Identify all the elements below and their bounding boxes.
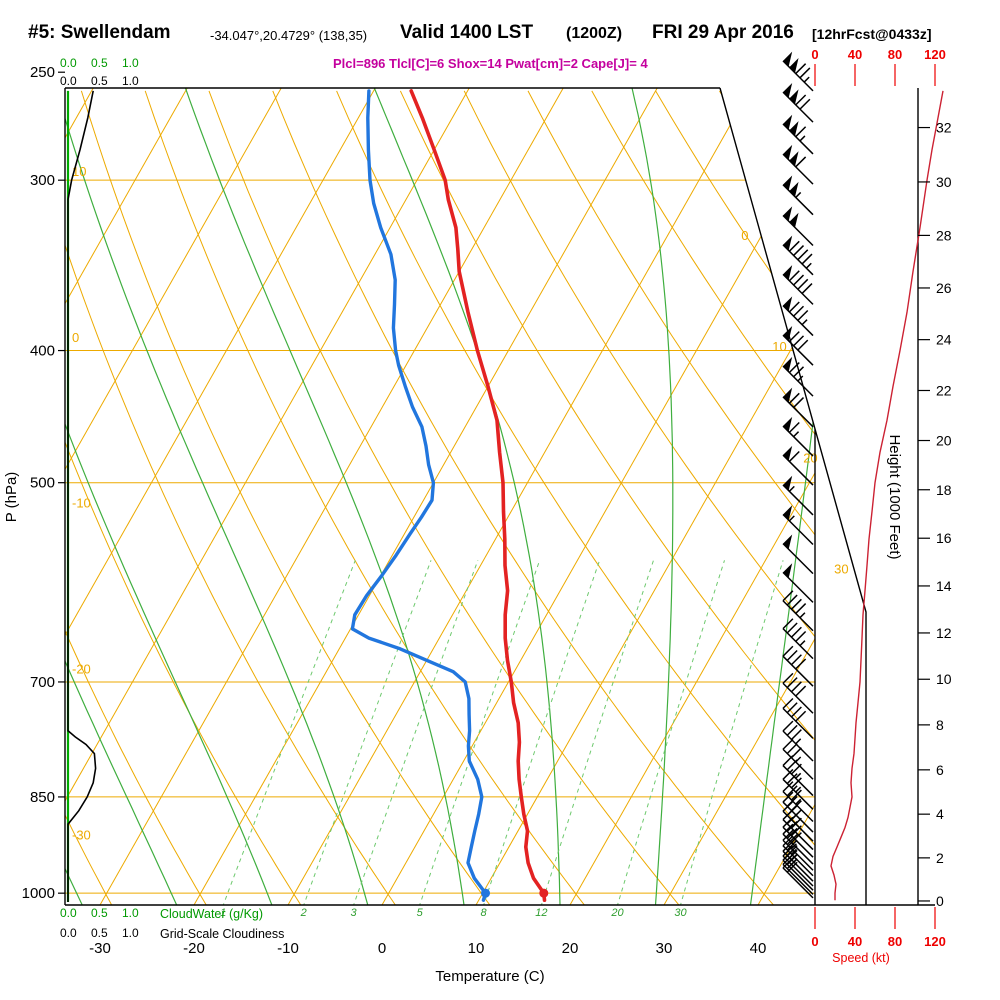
- temp-tick-label: -20: [183, 940, 205, 957]
- cloud-axis-tick: 0.0: [60, 926, 77, 940]
- temp-tick-label: 10: [468, 940, 485, 957]
- height-tick-label: 10: [936, 671, 952, 687]
- mixing-ratio-label: 1: [220, 907, 226, 919]
- height-tick-label: 16: [936, 530, 952, 546]
- temp-tick-label: 40: [750, 940, 767, 957]
- height-tick-label: 6: [936, 762, 944, 778]
- isotherm-label-right: 0: [741, 228, 748, 243]
- pressure-tick-label: 850: [30, 789, 55, 806]
- speed-tick-label-bottom: 0: [811, 934, 818, 949]
- height-tick-label: 18: [936, 482, 952, 498]
- height-tick-label: 26: [936, 280, 952, 296]
- cloud-axis-tick: 0.5: [91, 56, 108, 70]
- station-title: #5: Swellendam: [28, 22, 171, 43]
- speed-axis-label: Speed (kt): [832, 951, 890, 965]
- height-tick-label: 0: [936, 893, 944, 909]
- height-tick-label: 22: [936, 382, 952, 398]
- mixing-ratio-label: 5: [417, 907, 424, 919]
- stability-indices: Plcl=896 Tlcl[C]=6 Shox=14 Pwat[cm]=2 Ca…: [333, 56, 648, 71]
- mixing-ratio-label: 3: [351, 907, 358, 919]
- speed-tick-label-bottom: 40: [848, 934, 862, 949]
- isotherm-label-right: 30: [834, 562, 848, 577]
- mixing-ratio-label: 8: [481, 907, 488, 919]
- cloud-axis-tick: 1.0: [122, 74, 139, 88]
- height-tick-label: 4: [936, 806, 944, 822]
- cloudiness-label: Grid-Scale Cloudiness: [160, 927, 284, 941]
- temp-tick-label: 30: [656, 940, 673, 957]
- cloud-axis-tick: 0.5: [91, 906, 108, 920]
- wind-barbs: [782, 51, 814, 899]
- valid-zulu: (1200Z): [566, 25, 623, 42]
- height-tick-label: 30: [936, 174, 952, 190]
- mixing-ratio-label: 30: [674, 907, 687, 919]
- background-grid: [65, 88, 815, 905]
- isotherm-label-right: 10: [772, 339, 786, 354]
- dewpoint-curve: [350, 89, 488, 902]
- speed-profile-curve: [830, 90, 944, 901]
- surface-temperature-dot: [539, 888, 549, 898]
- mixing-ratio-label: 12: [535, 907, 547, 919]
- speed-tick-label-bottom: 80: [888, 934, 902, 949]
- cloud-axis-tick: 1.0: [122, 906, 139, 920]
- cloud-axis-tick: 0.0: [60, 74, 77, 88]
- cloudwater-label: CloudWater (g/Kg): [160, 907, 263, 921]
- pressure-axis-label: P (hPa): [3, 472, 20, 523]
- mixing-ratio-label: 2: [300, 907, 307, 919]
- height-tick-label: 8: [936, 717, 944, 733]
- valid-date: FRI 29 Apr 2016: [652, 22, 794, 43]
- speed-tick-label-top: 0: [811, 47, 818, 62]
- temp-tick-label: -10: [277, 940, 299, 957]
- isotherm-label-left: 0: [72, 330, 79, 345]
- cloud-axis-tick: 0.5: [91, 74, 108, 88]
- cloud-axis-tick: 1.0: [122, 926, 139, 940]
- cloud-axis-tick: 0.5: [91, 926, 108, 940]
- temp-tick-label: -30: [89, 940, 111, 957]
- isotherm-label-right: 20: [803, 450, 817, 465]
- height-tick-label: 14: [936, 578, 952, 594]
- pressure-tick-label: 1000: [22, 885, 55, 902]
- speed-tick-label-top: 120: [924, 47, 946, 62]
- temp-tick-label: 20: [562, 940, 579, 957]
- isotherm-label-left: -30: [72, 827, 91, 842]
- speed-tick-label-top: 40: [848, 47, 862, 62]
- height-tick-label: 28: [936, 227, 952, 243]
- valid-time: Valid 1400 LST: [400, 22, 534, 43]
- pressure-tick-label: 250: [30, 64, 55, 81]
- pressure-tick-label: 300: [30, 172, 55, 189]
- cloudiness-profile: [67, 90, 97, 902]
- temp-axis-label: Temperature (C): [435, 968, 544, 985]
- cloud-axis-tick: 0.0: [60, 56, 77, 70]
- mixing-ratio-label: 20: [610, 907, 624, 919]
- station-coords: -34.047°,20.4729° (138,35): [210, 28, 368, 43]
- pressure-tick-label: 700: [30, 674, 55, 691]
- temp-tick-label: 0: [378, 940, 386, 957]
- surface-dewpoint-dot: [481, 888, 491, 898]
- height-tick-label: 2: [936, 850, 944, 866]
- height-tick-label: 20: [936, 433, 952, 449]
- plot-frame: [64, 87, 935, 906]
- height-tick-label: 24: [936, 332, 952, 348]
- pressure-tick-label: 400: [30, 343, 55, 360]
- speed-tick-label-top: 80: [888, 47, 902, 62]
- temperature-curve: [409, 89, 547, 902]
- isotherm-label-left: -20: [72, 661, 91, 676]
- forecast-tag: [12hrFcst@0433z]: [812, 26, 932, 42]
- isotherm-label-left: -10: [72, 496, 91, 511]
- height-tick-label: 32: [936, 120, 952, 136]
- cloud-axis-tick: 0.0: [60, 906, 77, 920]
- sounding-layer: [350, 89, 547, 902]
- height-axis-label: Height (1000 Feet): [886, 434, 903, 559]
- speed-tick-label-bottom: 120: [924, 934, 946, 949]
- height-tick-label: 12: [936, 625, 952, 641]
- cloud-axis-tick: 1.0: [122, 56, 139, 70]
- pressure-tick-label: 500: [30, 475, 55, 492]
